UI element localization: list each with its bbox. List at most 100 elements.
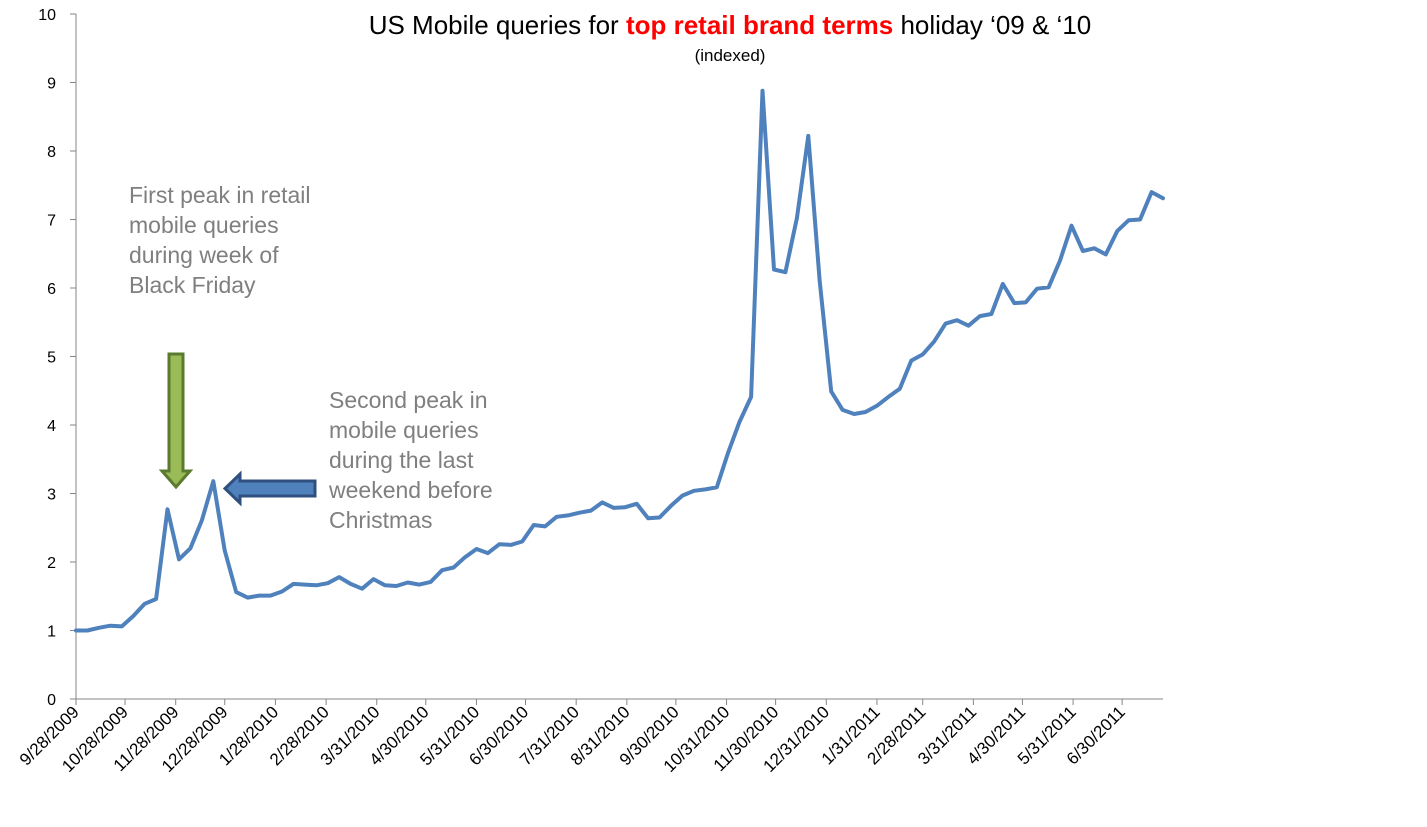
data-point xyxy=(978,314,982,318)
series-layer xyxy=(74,88,1165,633)
chart-title: US Mobile queries for top retail brand t… xyxy=(210,10,1250,41)
data-point xyxy=(1104,252,1108,256)
y-tick-label: 8 xyxy=(47,144,56,161)
data-point xyxy=(200,518,204,522)
data-point xyxy=(841,408,845,412)
data-point xyxy=(1161,196,1165,200)
data-point xyxy=(97,626,101,630)
data-point xyxy=(715,485,719,489)
data-point xyxy=(120,624,124,628)
data-point xyxy=(692,489,696,493)
data-point xyxy=(612,506,616,510)
y-tick-label: 9 xyxy=(47,76,56,93)
data-point xyxy=(623,505,627,509)
data-point xyxy=(989,312,993,316)
data-point xyxy=(703,487,707,491)
data-point xyxy=(1069,224,1073,228)
data-point xyxy=(349,582,353,586)
data-point xyxy=(955,318,959,322)
data-point xyxy=(966,324,970,328)
data-point xyxy=(589,509,593,513)
data-point xyxy=(669,504,673,508)
data-point xyxy=(337,575,341,579)
data-point xyxy=(555,515,559,519)
data-point xyxy=(726,450,730,454)
data-point xyxy=(463,555,467,559)
data-point xyxy=(474,547,478,551)
arrow-down-icon xyxy=(158,352,194,490)
data-point xyxy=(600,500,604,504)
data-point xyxy=(852,412,856,416)
data-point xyxy=(509,543,513,547)
data-point xyxy=(658,515,662,519)
y-tick-label: 3 xyxy=(47,487,56,504)
data-point xyxy=(154,597,158,601)
data-point xyxy=(143,602,147,606)
data-point xyxy=(291,582,295,586)
data-point xyxy=(520,539,524,543)
x-axis-ticks: 9/28/200910/28/200911/28/200912/28/20091… xyxy=(16,699,1129,776)
data-point xyxy=(944,322,948,326)
chart-axes xyxy=(75,14,1163,700)
y-tick-label: 0 xyxy=(47,692,56,709)
data-point xyxy=(326,581,330,585)
data-point xyxy=(188,546,192,550)
data-point xyxy=(177,557,181,561)
data-point xyxy=(1001,282,1005,286)
data-point xyxy=(795,216,799,220)
data-point xyxy=(394,584,398,588)
data-point xyxy=(223,548,227,552)
data-point xyxy=(429,580,433,584)
data-point xyxy=(1035,287,1039,291)
y-tick-label: 4 xyxy=(47,418,56,435)
y-tick-label: 2 xyxy=(47,555,56,572)
data-point xyxy=(818,279,822,283)
y-tick-label: 7 xyxy=(47,213,56,230)
arrow-left-icon xyxy=(222,470,317,507)
data-point xyxy=(452,565,456,569)
data-point xyxy=(303,583,307,587)
data-point xyxy=(921,352,925,356)
data-point xyxy=(738,420,742,424)
data-point xyxy=(932,339,936,343)
data-point xyxy=(532,523,536,527)
data-point xyxy=(1127,218,1131,222)
data-point xyxy=(806,134,810,138)
data-point xyxy=(680,494,684,498)
data-point xyxy=(211,479,215,483)
data-point xyxy=(646,516,650,520)
data-point xyxy=(280,589,284,593)
data-point xyxy=(772,268,776,272)
data-point xyxy=(1092,246,1096,250)
data-point xyxy=(898,387,902,391)
data-point xyxy=(543,524,547,528)
data-point xyxy=(440,568,444,572)
data-point xyxy=(1150,190,1154,194)
data-point xyxy=(886,395,890,399)
data-point xyxy=(1115,229,1119,233)
data-point xyxy=(417,583,421,587)
y-tick-label: 10 xyxy=(38,7,56,24)
y-tick-label: 5 xyxy=(47,350,56,367)
data-point xyxy=(269,594,273,598)
chart-title-prefix: US Mobile queries for xyxy=(368,10,626,40)
data-point xyxy=(1012,301,1016,305)
data-point xyxy=(360,587,364,591)
data-point xyxy=(131,614,135,618)
data-point xyxy=(749,395,753,399)
data-point xyxy=(909,359,913,363)
y-axis-ticks: 0 1 2 3 4 5 6 7 8 9 10 xyxy=(38,7,76,709)
data-point xyxy=(166,507,170,511)
annotation-second-peak: Second peak in mobile queries during the… xyxy=(329,387,493,533)
data-point xyxy=(783,270,787,274)
data-point xyxy=(108,624,112,628)
series-line xyxy=(74,88,1165,633)
data-point xyxy=(257,594,261,598)
data-point xyxy=(497,542,501,546)
data-point xyxy=(761,89,765,93)
data-point xyxy=(74,629,78,632)
data-point xyxy=(577,511,581,515)
data-point xyxy=(246,596,250,600)
data-point xyxy=(1058,259,1062,263)
